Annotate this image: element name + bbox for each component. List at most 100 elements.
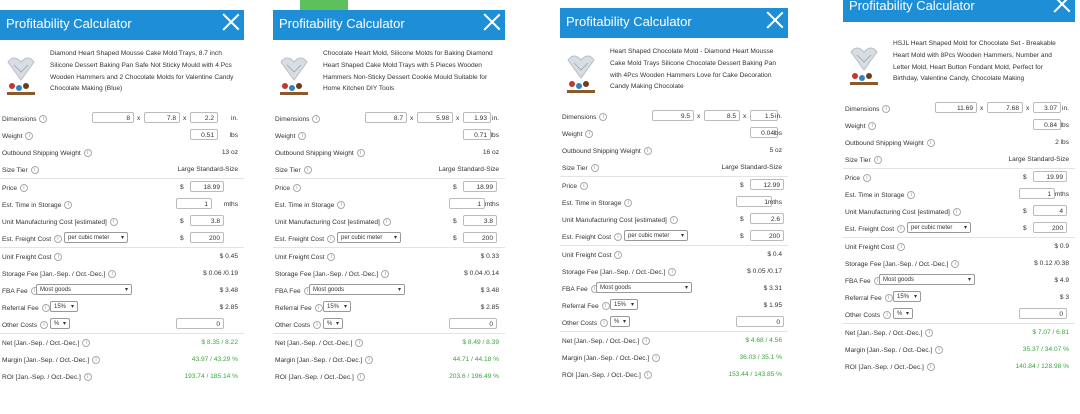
freight-cost-input[interactable]: 200 bbox=[1033, 222, 1067, 233]
referral-pct-select[interactable]: 15% ▾ bbox=[323, 301, 351, 312]
other-costs-unit-select[interactable]: % ▾ bbox=[50, 318, 70, 329]
info-icon bbox=[652, 354, 661, 362]
freight-unit-select[interactable]: per cubic meter ▾ bbox=[64, 232, 128, 243]
storage-fee-label: Storage Fee [Jan.-Sep. / Oct.-Dec.] bbox=[845, 260, 949, 268]
info-icon bbox=[313, 321, 322, 329]
info-icon bbox=[601, 302, 610, 310]
storage-time-input[interactable]: 1 bbox=[449, 198, 485, 209]
referral-fee-row: Referral Fee 15%▾ $ 2.85 bbox=[0, 299, 244, 316]
close-icon[interactable] bbox=[483, 13, 501, 31]
storage-time-input[interactable]: 1 bbox=[1019, 188, 1055, 199]
storage-time-label: Est. Time in Storage bbox=[562, 199, 622, 207]
freight-unit-value: per cubic meter bbox=[628, 233, 670, 239]
roi-row: ROI [Jan.-Sep. / Oct.-Dec.] 193.74 / 185… bbox=[0, 368, 244, 385]
net-row: Net [Jan.-Sep. / Oct.-Dec.] $ 8.49 / 8.3… bbox=[273, 333, 505, 351]
height-input[interactable]: 2.2 bbox=[190, 112, 218, 123]
net-row: Net [Jan.-Sep. / Oct.-Dec.] $ 4.68 / 4.5… bbox=[560, 331, 788, 349]
unit-mfg-input[interactable]: 2.6 bbox=[750, 213, 784, 224]
width-input[interactable]: 7.68 bbox=[987, 102, 1023, 113]
other-costs-label: Other Costs bbox=[275, 321, 311, 329]
weight-input[interactable]: 0.84 bbox=[1033, 119, 1061, 130]
fba-category-select[interactable]: Most goods ▾ bbox=[596, 282, 692, 293]
other-costs-input[interactable]: 0 bbox=[736, 316, 784, 327]
dimension-separator: x bbox=[137, 115, 141, 122]
referral-fee-value: $ 2.85 bbox=[480, 304, 499, 311]
calculator-title: Profitability Calculator bbox=[279, 16, 405, 31]
other-costs-input[interactable]: 0 bbox=[449, 318, 497, 329]
weight-input[interactable]: 0.51 bbox=[190, 129, 218, 140]
freight-cost-label: Est. Freight Cost bbox=[2, 235, 52, 243]
price-input[interactable]: 18.99 bbox=[190, 181, 224, 192]
width-input[interactable]: 7.8 bbox=[144, 112, 180, 123]
size-tier-row: Size Tier Large Standard-Size bbox=[0, 161, 244, 178]
other-costs-unit-select[interactable]: % ▾ bbox=[323, 318, 343, 329]
storage-fee-row: Storage Fee [Jan.-Sep. / Oct.-Dec.] $ 0.… bbox=[843, 255, 1075, 272]
chevron-down-icon: ▾ bbox=[684, 285, 688, 291]
info-icon bbox=[83, 149, 92, 157]
storage-time-input[interactable]: 1 bbox=[736, 196, 772, 207]
fba-category-select[interactable]: Most goods ▾ bbox=[36, 284, 132, 295]
storage-fee-row: Storage Fee [Jan.-Sep. / Oct.-Dec.] $ 0.… bbox=[273, 265, 505, 282]
chevron-down-icon: ▾ bbox=[343, 304, 347, 310]
other-costs-input[interactable]: 0 bbox=[176, 318, 224, 329]
product-summary: HSJL Heart Shaped Mold for Chocolate Set… bbox=[843, 30, 1075, 100]
referral-pct-select[interactable]: 15% ▾ bbox=[610, 299, 638, 310]
calculator-title: Profitability Calculator bbox=[566, 14, 692, 29]
weight-row: Weight 0.51 lbs bbox=[0, 127, 244, 144]
freight-unit-select[interactable]: per cubic meter ▾ bbox=[624, 230, 688, 241]
unit-mfg-input[interactable]: 3.8 bbox=[463, 215, 497, 226]
unit-freight-value: $ 0.4 bbox=[767, 251, 782, 258]
height-input[interactable]: 1.93 bbox=[463, 112, 491, 123]
storage-time-unit: mths bbox=[223, 201, 238, 208]
info-icon bbox=[40, 321, 49, 329]
fba-category-select[interactable]: Most goods ▾ bbox=[309, 284, 405, 295]
info-icon bbox=[108, 270, 117, 278]
other-costs-input[interactable]: 0 bbox=[1019, 308, 1067, 319]
price-input[interactable]: 12.99 bbox=[750, 179, 784, 190]
freight-unit-select[interactable]: per cubic meter ▾ bbox=[907, 222, 971, 233]
net-label: Net [Jan.-Sep. / Oct.-Dec.] bbox=[562, 337, 640, 345]
chevron-down-icon: ▾ bbox=[913, 294, 917, 300]
freight-cost-input[interactable]: 200 bbox=[190, 232, 224, 243]
price-input[interactable]: 18.99 bbox=[463, 181, 497, 192]
storage-time-input[interactable]: 1 bbox=[176, 198, 212, 209]
fba-category-select[interactable]: Most goods ▾ bbox=[879, 274, 975, 285]
weight-input[interactable]: 0.04 bbox=[750, 127, 778, 138]
length-input[interactable]: 11.69 bbox=[935, 102, 977, 113]
info-icon bbox=[298, 132, 307, 140]
roi-label: ROI [Jan.-Sep. / Oct.-Dec.] bbox=[845, 363, 924, 371]
weight-input[interactable]: 0.71 bbox=[463, 129, 491, 140]
unit-mfg-input[interactable]: 3.8 bbox=[190, 215, 224, 226]
other-costs-unit-select[interactable]: % ▾ bbox=[893, 308, 913, 319]
unit-mfg-label: Unit Manufacturing Cost [estimated] bbox=[845, 208, 950, 216]
width-input[interactable]: 8.5 bbox=[704, 110, 740, 121]
close-icon[interactable] bbox=[766, 11, 784, 29]
referral-fee-value: $ 3 bbox=[1059, 294, 1069, 301]
green-highlight-bar bbox=[300, 0, 348, 10]
length-input[interactable]: 8 bbox=[92, 112, 134, 123]
info-icon bbox=[925, 329, 934, 337]
freight-unit-select[interactable]: per cubic meter ▾ bbox=[337, 232, 401, 243]
width-input[interactable]: 5.98 bbox=[417, 112, 453, 123]
height-input[interactable]: 3.07 bbox=[1033, 102, 1061, 113]
close-icon[interactable] bbox=[1053, 0, 1071, 13]
height-input[interactable]: 1.5 bbox=[750, 110, 778, 121]
length-input[interactable]: 9.5 bbox=[652, 110, 694, 121]
other-costs-unit-select[interactable]: % ▾ bbox=[610, 316, 630, 327]
other-costs-row: Other Costs %▾ 0 bbox=[0, 316, 244, 333]
length-input[interactable]: 8.7 bbox=[365, 112, 407, 123]
referral-pct-select[interactable]: 15% ▾ bbox=[893, 291, 921, 302]
unit-freight-row: Unit Freight Cost $ 0.45 bbox=[0, 247, 244, 265]
close-icon[interactable] bbox=[222, 13, 240, 31]
referral-pct-select[interactable]: 15% ▾ bbox=[50, 301, 78, 312]
size-tier-label: Size Tier bbox=[2, 166, 28, 174]
unit-mfg-input[interactable]: 4 bbox=[1033, 205, 1067, 216]
product-summary: Heart Shaped Chocolate Mold - Diamond He… bbox=[560, 38, 788, 108]
info-icon bbox=[951, 260, 960, 268]
price-input[interactable]: 19.99 bbox=[1033, 171, 1067, 182]
freight-cost-input[interactable]: 200 bbox=[463, 232, 497, 243]
other-costs-unit-value: % bbox=[327, 321, 333, 327]
fba-category-value: Most goods bbox=[883, 277, 915, 283]
freight-cost-input[interactable]: 200 bbox=[750, 230, 784, 241]
roi-label: ROI [Jan.-Sep. / Oct.-Dec.] bbox=[562, 371, 641, 379]
